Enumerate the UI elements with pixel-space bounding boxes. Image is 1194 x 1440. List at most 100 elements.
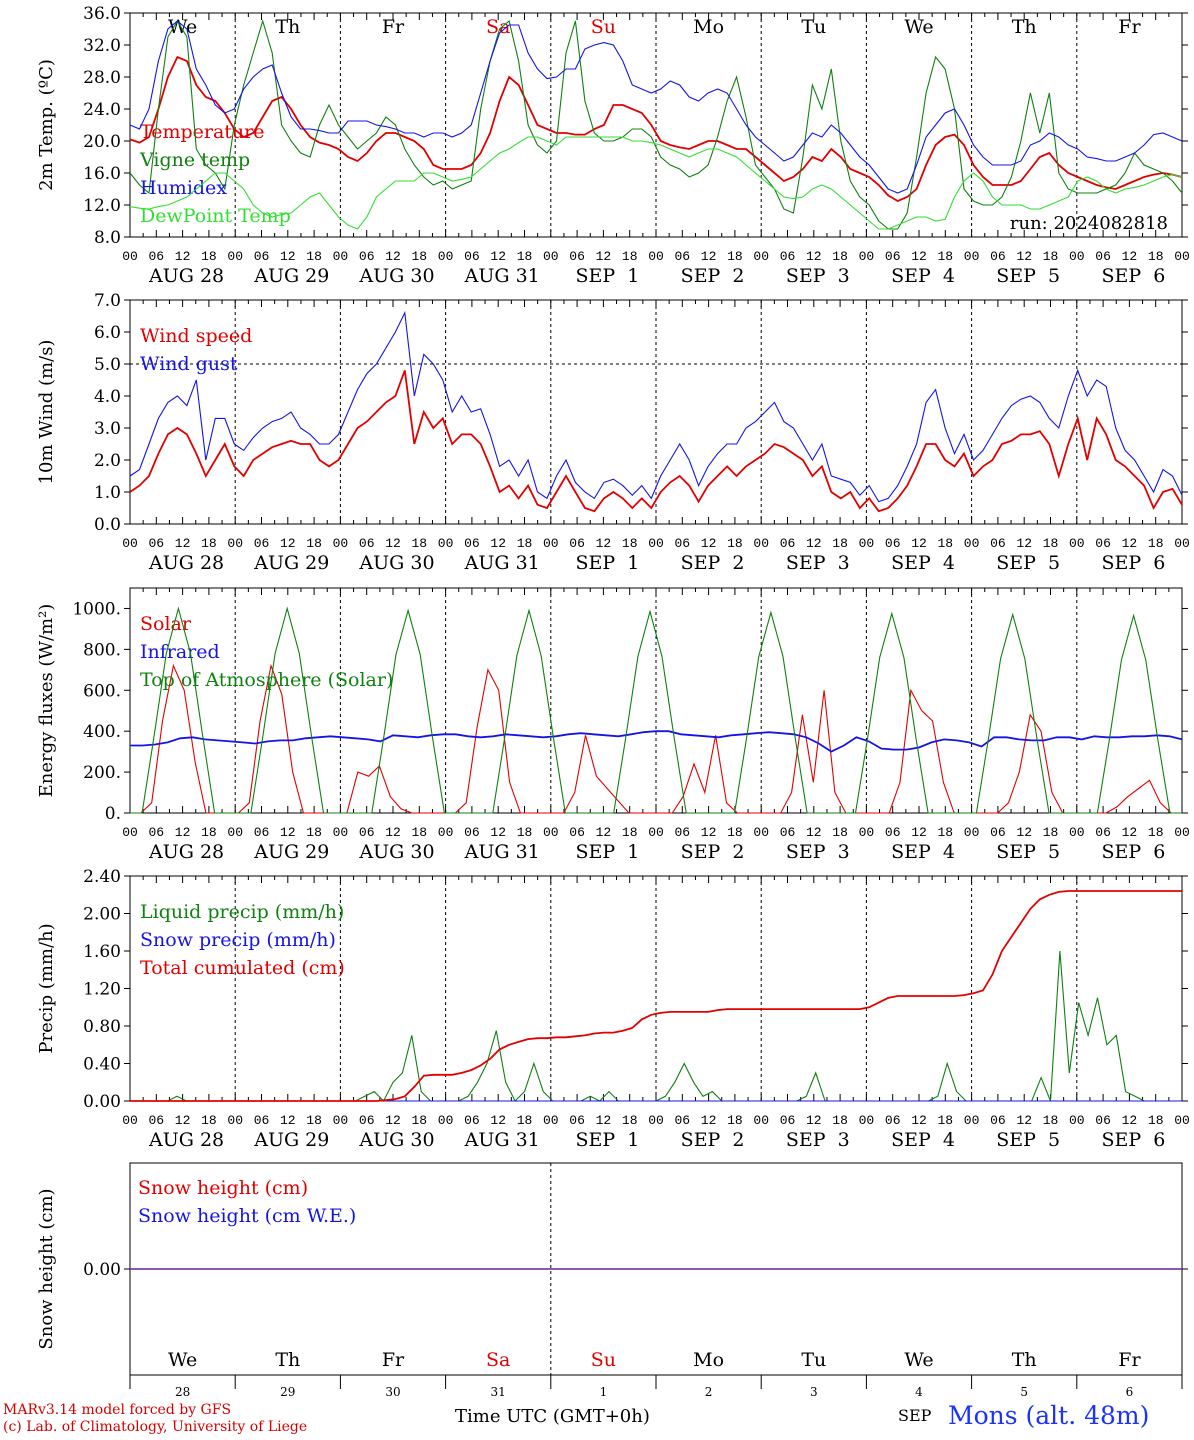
hour-label: 06: [1095, 536, 1111, 551]
date-label: AUG 28: [148, 841, 224, 863]
hour-label: 06: [148, 825, 164, 840]
hour-label: 06: [780, 249, 796, 264]
date-label: SEP 2: [681, 552, 745, 574]
date-label: AUG 29: [253, 552, 329, 574]
hour-label: 00: [859, 249, 875, 264]
hour-label: 18: [201, 1113, 217, 1128]
hour-label: 00: [753, 825, 769, 840]
hour-label: 18: [937, 536, 953, 551]
hour-label: 18: [306, 536, 322, 551]
hour-label: 12: [806, 1113, 822, 1128]
weekday-label: Su: [591, 16, 616, 38]
hour-label: 06: [990, 536, 1006, 551]
hour-label: 06: [464, 825, 480, 840]
weekday-label: Su: [591, 1349, 616, 1371]
hour-label: 06: [148, 249, 164, 264]
hour-label: 06: [885, 536, 901, 551]
hour-label: 00: [438, 249, 454, 264]
legend-entry: Liquid precip (mm/h): [140, 901, 344, 923]
panel-frame: [129, 587, 1183, 814]
hour-label: 00: [227, 536, 243, 551]
date-label: SEP 3: [786, 265, 850, 287]
hour-label: 18: [937, 1113, 953, 1128]
hour-label: 12: [280, 1113, 296, 1128]
weekday-label: We: [904, 16, 933, 38]
hour-label: 00: [1069, 249, 1085, 264]
y-tick-label: 1000.: [72, 599, 121, 619]
hour-label: 00: [1174, 1113, 1190, 1128]
hour-label: 12: [1122, 1113, 1138, 1128]
hour-label: 00: [648, 1113, 664, 1128]
hour-label: 12: [385, 825, 401, 840]
date-label: AUG 30: [358, 841, 434, 863]
hour-label: 06: [254, 825, 270, 840]
date-label: AUG 31: [464, 841, 540, 863]
hour-label: 00: [964, 1113, 980, 1128]
y-tick-label: 3.0: [94, 419, 121, 439]
y-tick-label: 24.0: [83, 100, 121, 120]
date-label: SEP 1: [575, 1129, 639, 1151]
hour-label: 00: [753, 536, 769, 551]
hour-label: 06: [254, 1113, 270, 1128]
hour-label: 06: [1095, 825, 1111, 840]
hour-label: 12: [701, 825, 717, 840]
hour-label: 18: [411, 825, 427, 840]
hour-label: 00: [438, 825, 454, 840]
y-axis-label: Energy fluxes (W/m²): [36, 604, 57, 798]
hour-label: 06: [359, 536, 375, 551]
weekday-label: Fr: [1118, 16, 1141, 38]
y-tick-label: 0.00: [83, 1092, 121, 1112]
y-tick-label: 2.40: [83, 867, 121, 887]
legend-entry: Snow height (cm W.E.): [138, 1205, 356, 1227]
hour-label: 18: [517, 1113, 533, 1128]
legend-entry: Wind gust: [140, 353, 238, 375]
hour-label: 00: [859, 536, 875, 551]
footer: MARv3.14 model forced by GFS (c) Lab. of…: [0, 1398, 1194, 1440]
date-label: SEP 4: [891, 1129, 955, 1151]
y-tick-label: 4.0: [94, 387, 121, 407]
weekday-label: Tu: [801, 1349, 826, 1371]
date-label: SEP 2: [681, 265, 745, 287]
hour-label: 00: [333, 825, 349, 840]
date-label: SEP 4: [891, 841, 955, 863]
hour-label: 06: [359, 825, 375, 840]
date-label: SEP 1: [575, 265, 639, 287]
date-label: AUG 30: [358, 1129, 434, 1151]
date-label: SEP 6: [1101, 841, 1165, 863]
series-line: [130, 890, 1182, 1102]
hour-label: 00: [859, 825, 875, 840]
time-axis-label: Time UTC (GMT+0h): [455, 1406, 650, 1427]
legend-entry: Humidex: [140, 177, 227, 199]
date-label: SEP 6: [1101, 552, 1165, 574]
y-tick-label: 0.0: [94, 515, 121, 535]
hour-label: 12: [596, 249, 612, 264]
hour-label: 18: [1148, 825, 1164, 840]
hour-label: 06: [464, 536, 480, 551]
hour-label: 00: [1174, 249, 1190, 264]
y-tick-label: 0.40: [83, 1055, 121, 1075]
date-label: AUG 28: [148, 265, 224, 287]
hour-label: 12: [280, 536, 296, 551]
y-tick-label: 0.: [105, 804, 121, 824]
hour-label: 00: [753, 1113, 769, 1128]
hour-label: 00: [333, 1113, 349, 1128]
hour-label: 12: [1016, 536, 1032, 551]
legend-entry: Snow height (cm): [138, 1177, 308, 1199]
hour-label: 18: [832, 1113, 848, 1128]
hour-label: 18: [727, 1113, 743, 1128]
hour-label: 12: [911, 825, 927, 840]
legend-entry: Solar: [140, 613, 192, 635]
hour-label: 18: [306, 825, 322, 840]
hour-label: 06: [254, 536, 270, 551]
hour-label: 06: [569, 1113, 585, 1128]
hour-label: 06: [674, 825, 690, 840]
y-tick-label: 1.60: [83, 942, 121, 962]
weekday-label: We: [168, 1349, 197, 1371]
day-number-label: 2: [705, 1385, 713, 1398]
hour-label: 00: [122, 825, 138, 840]
hour-label: 06: [359, 249, 375, 264]
hour-label: 00: [964, 249, 980, 264]
y-axis-label: 10m Wind (m/s): [36, 340, 57, 485]
hour-label: 18: [517, 825, 533, 840]
hour-label: 18: [832, 249, 848, 264]
